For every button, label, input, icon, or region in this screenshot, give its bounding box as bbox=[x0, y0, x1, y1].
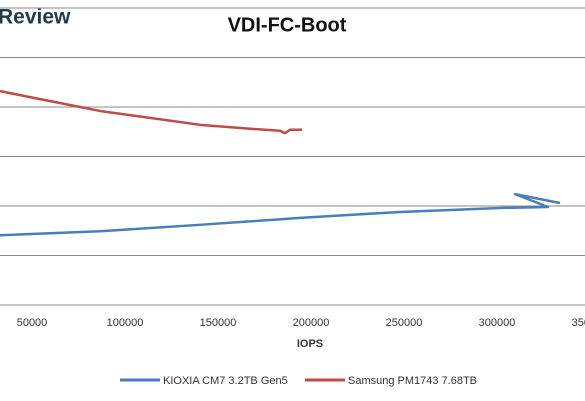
series-line bbox=[0, 192, 561, 237]
x-axis-title: IOPS bbox=[297, 338, 323, 350]
series-line bbox=[0, 89, 302, 135]
legend-label: KIOXIA CM7 3.2TB Gen5 bbox=[163, 375, 288, 387]
x-tick-label: 250000 bbox=[386, 317, 423, 329]
x-tick-label: 100000 bbox=[107, 317, 144, 329]
x-tick-label: 300000 bbox=[479, 317, 516, 329]
legend-label: Samsung PM1743 7.68TB bbox=[348, 375, 477, 387]
x-tick-label: 50000 bbox=[17, 317, 48, 329]
x-tick-label: 150000 bbox=[200, 317, 237, 329]
x-tick-label: 350000 bbox=[572, 317, 585, 329]
chart-title: VDI-FC-Boot bbox=[228, 14, 347, 36]
x-tick-label: 200000 bbox=[293, 317, 330, 329]
logo-text: Review bbox=[0, 6, 71, 29]
